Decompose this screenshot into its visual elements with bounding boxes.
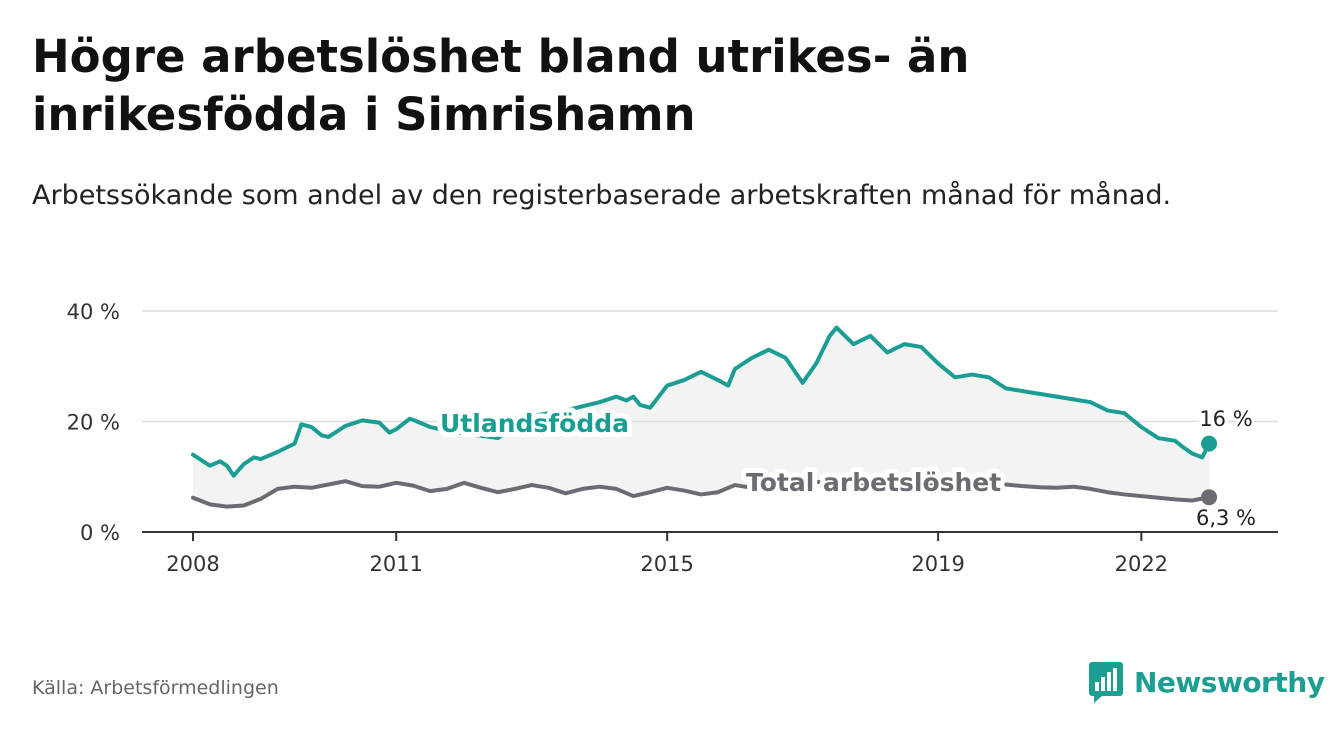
- range-band-area: [193, 327, 1210, 507]
- x-axis: 2008 2011 2015 2019 2022: [142, 531, 1278, 576]
- source-note: Källa: Arbetsförmedlingen: [32, 677, 279, 699]
- chart-subtitle: Arbetssökande som andel av den registerb…: [32, 180, 1172, 211]
- x-tick-label: 2015: [640, 552, 693, 576]
- newsworthy-logo-icon: [1089, 662, 1123, 703]
- x-tick-label: 2019: [911, 552, 964, 576]
- gridlines: 0 % 20 % 40 %: [67, 300, 1278, 545]
- x-tick-label: 2011: [369, 552, 422, 576]
- series-labels: Utlandsfödda Total arbetslöshet 16 % 6,3 %: [435, 404, 1259, 533]
- x-tick-label: 2022: [1115, 552, 1168, 576]
- series-line-total: [191, 477, 1212, 509]
- end-marker-total: [1201, 489, 1218, 506]
- range-band: [193, 327, 1210, 507]
- series-label-total: Total arbetslöshet: [746, 468, 1001, 497]
- newsworthy-brand[interactable]: Newsworthy: [1088, 660, 1325, 704]
- line-chart: 0 % 20 % 40 % 2008 2011 2015 2019 2022 Utlands…: [67, 300, 1278, 576]
- end-label-utlandsfodda: 16 %: [1199, 407, 1252, 431]
- brand-name: Newsworthy: [1134, 665, 1325, 699]
- y-tick-label: 20 %: [67, 411, 120, 435]
- chart-title: Högre arbetslöshet bland utrikes- än inr…: [32, 30, 970, 141]
- y-tick-label: 0 %: [80, 521, 120, 545]
- series-label-utlandsfodda: Utlandsfödda: [440, 409, 629, 438]
- end-marker-utlandsfodda: [1201, 435, 1218, 452]
- series-lines: [191, 325, 1218, 509]
- end-label-total: 6,3 %: [1196, 506, 1256, 530]
- x-tick-label: 2008: [166, 552, 219, 576]
- series-line-utlandsfodda: [191, 325, 1212, 478]
- y-tick-label: 40 %: [67, 300, 120, 324]
